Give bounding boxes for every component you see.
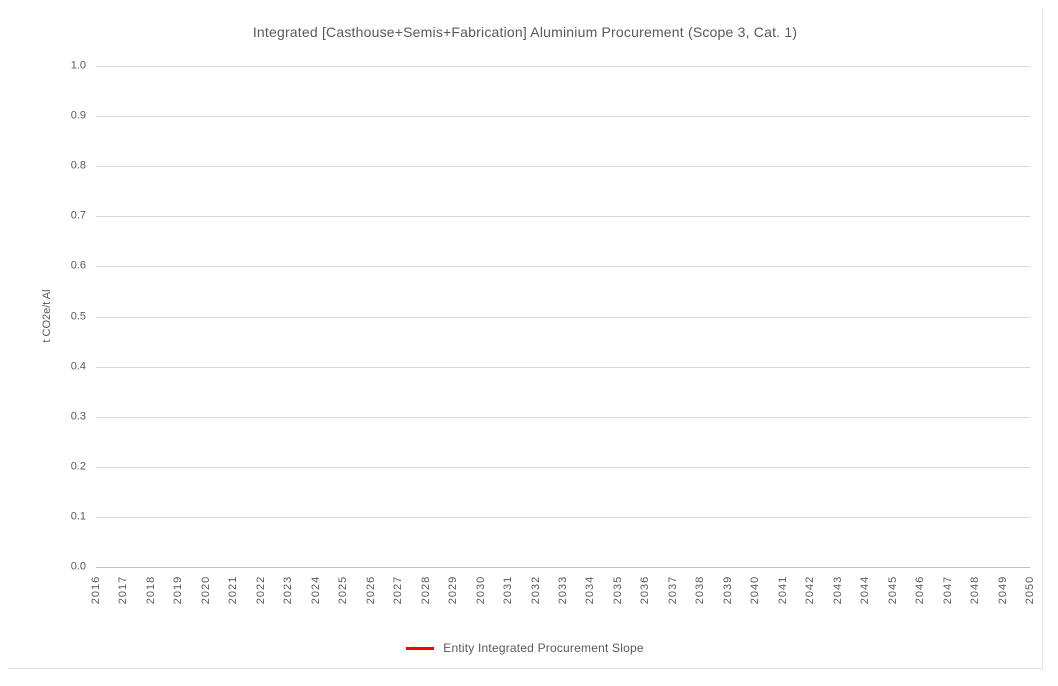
x-tick-label: 2017 [117,575,130,605]
x-tick-label: 2029 [447,575,460,605]
x-tick-label: 2016 [90,575,102,605]
gridline [96,266,1030,268]
gridline [96,116,1030,118]
y-tick-label: 0.2 [70,460,86,473]
x-tick-label: 2045 [886,575,899,605]
x-tick-label: 2018 [144,575,157,605]
x-tick-label: 2041 [776,575,789,605]
x-tick-label: 2022 [254,575,267,605]
x-tick-label: 2026 [364,575,377,605]
x-tick-label: 2042 [804,575,817,605]
plot-area [96,66,1030,568]
gridline [96,66,1030,67]
y-tick-label: 0.1 [70,510,86,523]
x-tick-label: 2031 [502,575,515,605]
gridline [96,216,1030,218]
y-tick-label: 0.3 [70,410,86,423]
x-tick-label: 2049 [996,575,1009,605]
x-tick-label: 2047 [941,575,954,605]
x-tick-label: 2046 [914,575,927,605]
chart-title: Integrated [Casthouse+Semis+Fabrication]… [252,24,798,40]
gridline [96,316,1030,318]
x-tick-label: 2019 [172,575,185,605]
gridline [96,166,1030,168]
x-tick-label: 2048 [969,575,982,605]
x-tick-label: 2020 [199,575,212,605]
legend-label: Entity Integrated Procurement Slope [443,641,644,655]
x-tick-label: 2021 [227,575,240,605]
x-tick-label: 2039 [721,575,734,605]
x-tick-label: 2036 [639,575,652,605]
y-tick-label: 0.6 [70,259,86,272]
x-axis-line [96,567,1030,568]
x-tick-label: 2023 [282,575,295,605]
legend[interactable]: Entity Integrated Procurement Slope [8,639,1042,657]
x-tick-label: 2032 [529,575,542,605]
x-tick-label: 2040 [749,575,762,605]
x-tick-label: 2030 [474,575,487,605]
x-tick-label: 2025 [337,575,350,605]
gridline [96,366,1030,368]
x-tick-label: 2028 [419,575,432,605]
y-tick-label: 0.5 [70,310,86,322]
gridline [96,416,1030,418]
x-tick-label: 2037 [666,575,679,605]
x-tick-label: 2044 [859,575,872,605]
x-tick-label: 2024 [309,575,322,605]
gridline [96,466,1030,468]
gridline [96,516,1030,518]
x-tick-label: 2033 [557,575,569,605]
y-tick-label: 0.0 [70,560,86,573]
chart-frame[interactable]: Integrated [Casthouse+Semis+Fabrication]… [8,8,1043,669]
x-tick-label: 2035 [611,575,624,605]
x-tick-label: 2034 [584,575,597,605]
y-tick-label: 0.8 [70,159,86,172]
legend-line-marker [406,646,435,650]
y-tick-label: 1.0 [70,59,86,72]
y-tick-label: 0.7 [70,209,86,222]
x-tick-label: 2050 [1024,575,1036,605]
x-tick-label: 2027 [392,575,405,605]
y-tick-label: 0.9 [70,109,86,122]
x-tick-label: 2043 [831,575,844,605]
x-tick-label: 2038 [694,575,707,605]
y-tick-label: 0.4 [70,360,86,373]
